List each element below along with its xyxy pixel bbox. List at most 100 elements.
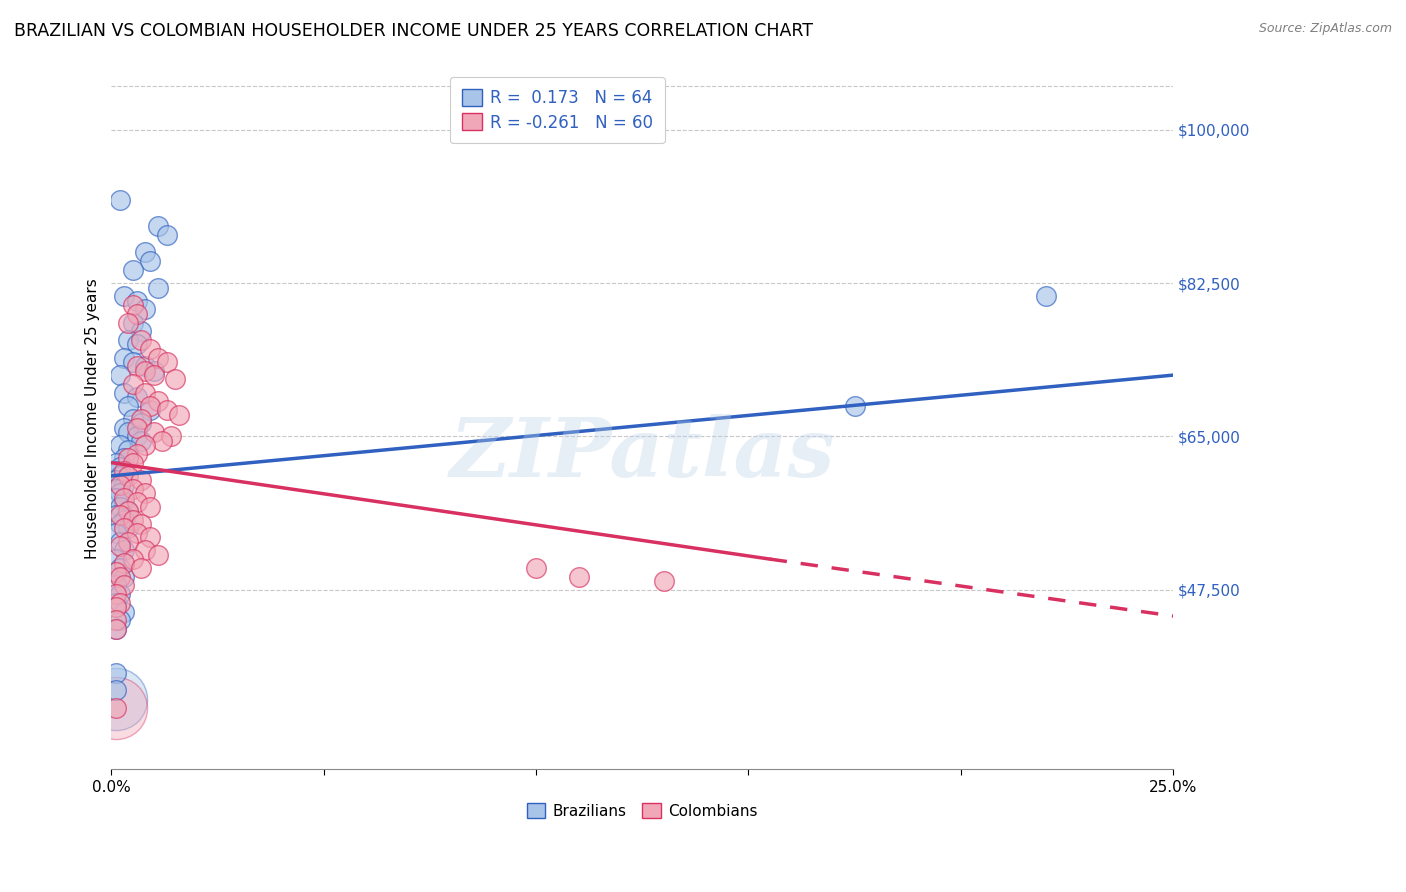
Point: [160, 429, 183, 443]
Point: [108, 193, 131, 207]
Point: [146, 280, 169, 294]
Point: [125, 420, 148, 434]
Point: [104, 578, 127, 592]
Point: [146, 351, 169, 365]
Point: [129, 516, 152, 531]
Point: [112, 578, 135, 592]
Point: [121, 456, 143, 470]
Point: [104, 622, 127, 636]
Text: Source: ZipAtlas.com: Source: ZipAtlas.com: [1258, 22, 1392, 36]
Point: [129, 473, 152, 487]
Point: [146, 394, 169, 409]
Point: [112, 491, 135, 505]
Point: [112, 521, 135, 535]
Point: [121, 376, 143, 391]
Point: [129, 333, 152, 347]
Point: [117, 504, 139, 518]
Point: [169, 408, 191, 422]
Point: [134, 486, 156, 500]
Point: [108, 477, 131, 491]
Point: [125, 495, 148, 509]
Point: [108, 468, 131, 483]
Point: [104, 701, 127, 715]
Text: ZIPatlas: ZIPatlas: [450, 414, 835, 494]
Point: [125, 293, 148, 308]
Point: [112, 451, 135, 466]
Point: [112, 289, 135, 303]
Point: [104, 565, 127, 579]
Point: [121, 482, 143, 496]
Point: [117, 333, 139, 347]
Point: [104, 491, 127, 505]
Point: [108, 534, 131, 549]
Point: [108, 368, 131, 383]
Text: BRAZILIAN VS COLOMBIAN HOUSEHOLDER INCOME UNDER 25 YEARS CORRELATION CHART: BRAZILIAN VS COLOMBIAN HOUSEHOLDER INCOM…: [14, 22, 813, 40]
Point: [844, 399, 866, 413]
Point: [108, 561, 131, 575]
Point: [125, 447, 148, 461]
Point: [117, 504, 139, 518]
Point: [104, 665, 127, 680]
Point: [112, 605, 135, 619]
Point: [138, 530, 160, 544]
Point: [125, 337, 148, 351]
Point: [138, 342, 160, 356]
Point: [117, 534, 139, 549]
Point: [104, 482, 127, 496]
Point: [108, 516, 131, 531]
Point: [104, 465, 127, 479]
Point: [156, 227, 179, 242]
Point: [112, 465, 135, 479]
Point: [104, 692, 127, 706]
Point: [117, 468, 139, 483]
Point: [104, 614, 127, 628]
Point: [108, 500, 131, 514]
Point: [138, 500, 160, 514]
Point: [125, 359, 148, 374]
Point: [146, 548, 169, 562]
Point: [112, 420, 135, 434]
Point: [108, 587, 131, 601]
Point: [142, 364, 165, 378]
Point: [134, 359, 156, 374]
Point: [134, 543, 156, 558]
Point: [108, 508, 131, 523]
Point: [112, 495, 135, 509]
Point: [117, 521, 139, 535]
Point: [134, 385, 156, 400]
Point: [121, 263, 143, 277]
Point: [129, 412, 152, 426]
Point: [117, 451, 139, 466]
Point: [142, 368, 165, 383]
Point: [104, 552, 127, 566]
Y-axis label: Householder Income Under 25 years: Householder Income Under 25 years: [86, 278, 100, 559]
Point: [125, 525, 148, 540]
Point: [146, 219, 169, 234]
Point: [156, 403, 179, 417]
Point: [112, 385, 135, 400]
Point: [117, 316, 139, 330]
Point: [134, 302, 156, 317]
Point: [104, 587, 127, 601]
Point: [108, 438, 131, 452]
Point: [652, 574, 675, 588]
Point: [104, 456, 127, 470]
Point: [568, 569, 591, 583]
Point: [138, 399, 160, 413]
Point: [1035, 289, 1057, 303]
Point: [129, 324, 152, 338]
Point: [134, 364, 156, 378]
Point: [138, 254, 160, 268]
Point: [112, 557, 135, 571]
Point: [121, 316, 143, 330]
Point: [108, 596, 131, 610]
Point: [156, 355, 179, 369]
Point: [138, 403, 160, 417]
Point: [104, 622, 127, 636]
Point: [112, 477, 135, 491]
Point: [108, 539, 131, 553]
Point: [112, 351, 135, 365]
Point: [104, 525, 127, 540]
Legend: Brazilians, Colombians: Brazilians, Colombians: [520, 797, 763, 825]
Point: [134, 245, 156, 260]
